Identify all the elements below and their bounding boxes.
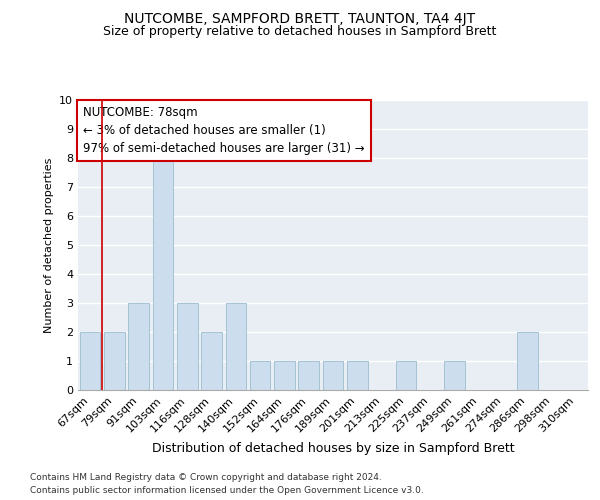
Bar (250, 361, 271, 390)
Bar (444, 361, 465, 390)
Bar (517, 332, 538, 390)
Bar (80, 332, 100, 390)
Bar (104, 332, 125, 390)
Y-axis label: Number of detached properties: Number of detached properties (44, 158, 53, 332)
Bar (128, 303, 149, 390)
Text: Size of property relative to detached houses in Sampford Brett: Size of property relative to detached ho… (103, 25, 497, 38)
Bar (347, 361, 368, 390)
Text: NUTCOMBE, SAMPFORD BRETT, TAUNTON, TA4 4JT: NUTCOMBE, SAMPFORD BRETT, TAUNTON, TA4 4… (124, 12, 476, 26)
Bar (298, 361, 319, 390)
Text: Contains public sector information licensed under the Open Government Licence v3: Contains public sector information licen… (30, 486, 424, 495)
Bar (201, 332, 222, 390)
Bar (152, 158, 173, 390)
Bar (177, 303, 197, 390)
Text: NUTCOMBE: 78sqm
← 3% of detached houses are smaller (1)
97% of semi-detached hou: NUTCOMBE: 78sqm ← 3% of detached houses … (83, 106, 365, 155)
Bar (323, 361, 343, 390)
Bar (395, 361, 416, 390)
Bar (274, 361, 295, 390)
Text: Contains HM Land Registry data © Crown copyright and database right 2024.: Contains HM Land Registry data © Crown c… (30, 474, 382, 482)
Bar (226, 303, 246, 390)
X-axis label: Distribution of detached houses by size in Sampford Brett: Distribution of detached houses by size … (152, 442, 514, 455)
